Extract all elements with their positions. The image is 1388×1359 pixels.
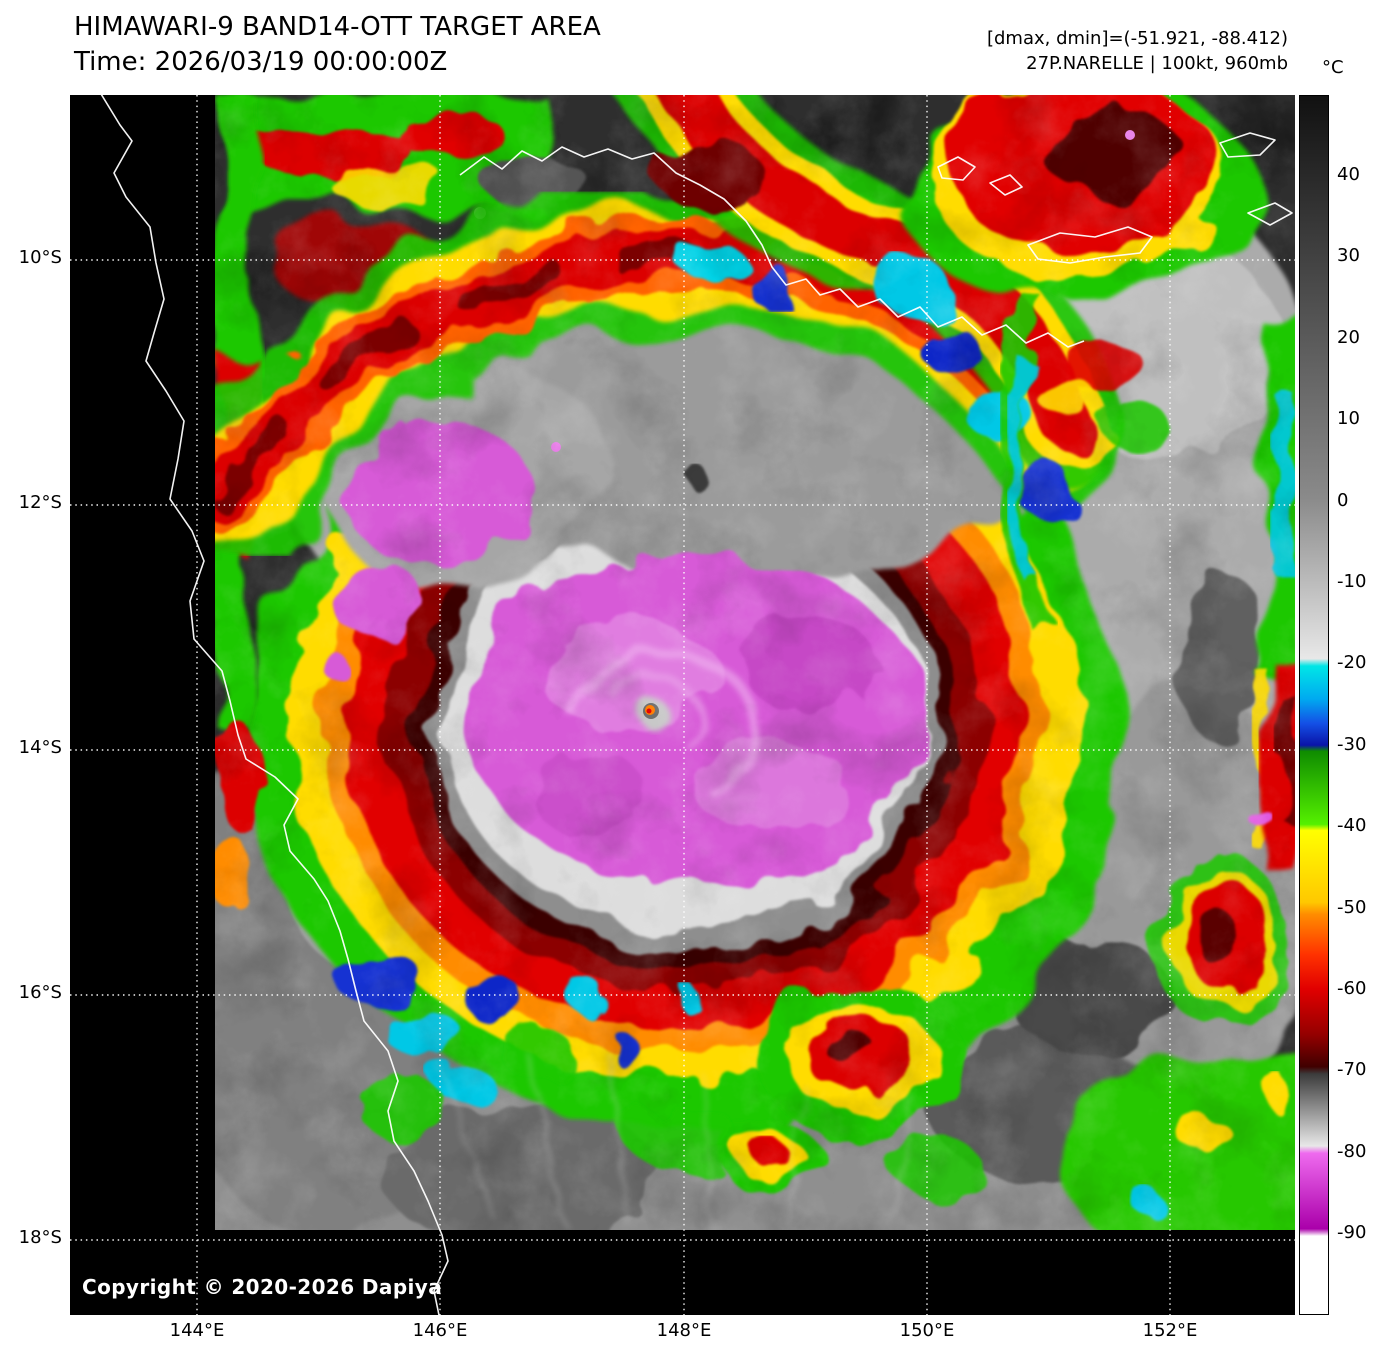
colorbar-tick-label: -60 [1337,978,1367,999]
island-outline [1027,226,1153,264]
figure-title: HIMAWARI-9 BAND14-OTT TARGET AREA [74,12,601,42]
colorbar-tick-label: -40 [1337,815,1367,836]
satellite-map-plot: Copyright © 2020-2026 Dapiya [70,95,1295,1315]
storm-info-annotation: 27P.NARELLE | 100kt, 960mb [1026,53,1288,74]
lat-tick-label: 16°S [18,982,62,1003]
island-outline [1247,202,1293,226]
colorbar-tick-label: -10 [1337,571,1367,592]
lon-tick-label: 146°E [412,1320,468,1341]
island-outline [937,156,976,181]
figure-time: Time: 2026/03/19 00:00:00Z [74,47,448,77]
colorbar-tick-label: 40 [1337,164,1360,185]
colorbar-gradient [1299,95,1329,1315]
colorbar-tick-label: -90 [1337,1222,1367,1243]
island-outline [989,174,1023,196]
satellite-imagery [215,95,1295,1230]
lon-tick-label: 152°E [1142,1320,1198,1341]
lat-tick-label: 14°S [18,737,62,758]
coastline-new-guinea [459,146,1085,348]
colorbar-tick-label: -30 [1337,734,1367,755]
lat-tick-label: 10°S [18,247,62,268]
colorbar-tick-label: 0 [1337,490,1349,511]
colorbar-tick-label: -50 [1337,897,1367,918]
colorbar-tick-label: -70 [1337,1059,1367,1080]
colorbar-tick-label: 20 [1337,327,1360,348]
colorbar-tick-label: 30 [1337,245,1360,266]
gridlines [70,95,1295,1315]
coastline-australia [100,95,449,1315]
coastlines [100,95,1293,1315]
island-outline [1219,132,1276,158]
lat-tick-label: 12°S [18,492,62,513]
colorbar-tick-label: -20 [1337,652,1367,673]
colorbar-tick-label: 10 [1337,408,1360,429]
copyright-label: Copyright © 2020-2026 Dapiya [82,1275,443,1299]
texture-overlay [215,95,1295,1230]
dmax-dmin-annotation: [dmax, dmin]=(-51.921, -88.412) [986,28,1288,49]
lon-tick-label: 144°E [169,1320,225,1341]
colorbar-unit-label: °C [1322,57,1344,78]
lon-tick-label: 148°E [656,1320,712,1341]
lat-tick-label: 18°S [18,1227,62,1248]
lon-tick-label: 150°E [899,1320,955,1341]
colorbar-tick-label: -80 [1337,1141,1367,1162]
satellite-scene [70,95,1295,1315]
